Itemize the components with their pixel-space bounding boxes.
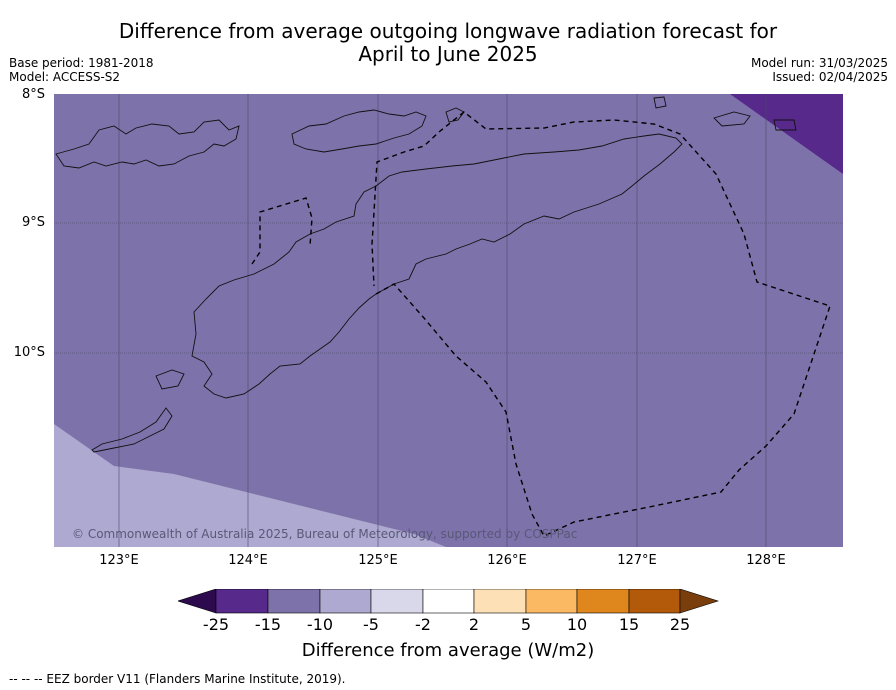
coastlines bbox=[55, 96, 797, 453]
lat-label: 8°S bbox=[21, 87, 45, 102]
map-fill-northeast bbox=[730, 94, 843, 174]
colorbar-tick: -25 bbox=[202, 615, 230, 634]
lon-label: 124°E bbox=[228, 553, 268, 568]
gridlines bbox=[54, 94, 843, 547]
map-panel: © Commonwealth of Australia 2025, Bureau… bbox=[54, 94, 843, 547]
small-island bbox=[773, 119, 797, 131]
small-island bbox=[653, 96, 667, 109]
meta-left: Base period: 1981-2018 Model: ACCESS-S2 bbox=[9, 56, 154, 84]
colorbar-tick: 5 bbox=[520, 615, 532, 634]
wetar-island-coastline bbox=[291, 109, 427, 153]
map-fill-main bbox=[54, 94, 843, 547]
colorbar-arrow-high bbox=[679, 589, 719, 614]
model-name: Model: ACCESS-S2 bbox=[9, 70, 121, 84]
colorbar-tick: -2 bbox=[415, 615, 431, 634]
colorbar bbox=[178, 589, 719, 614]
colorbar-segment bbox=[319, 589, 372, 614]
colorbar-tick: -15 bbox=[254, 615, 282, 634]
copyright-text: © Commonwealth of Australia 2025, Bureau… bbox=[72, 527, 577, 541]
colorbar-segment bbox=[370, 589, 424, 614]
title-line-2: April to June 2025 bbox=[358, 42, 538, 66]
timor-island-coastline bbox=[191, 133, 683, 399]
small-island bbox=[713, 111, 751, 127]
colorbar-segment bbox=[576, 589, 630, 614]
colorbar-tick: -5 bbox=[363, 615, 379, 634]
lon-label: 128°E bbox=[746, 553, 786, 568]
colorbar-tick: 15 bbox=[618, 615, 640, 634]
lon-label: 123°E bbox=[99, 553, 139, 568]
title-line-1: Difference from average outgoing longwav… bbox=[118, 19, 778, 43]
rote-island-coastline bbox=[91, 407, 173, 453]
colorbar-segment bbox=[267, 589, 321, 614]
colorbar-segment bbox=[525, 589, 578, 614]
colorbar-tick: -10 bbox=[306, 615, 334, 634]
map-fill-southwest bbox=[54, 424, 446, 547]
colorbar-segment bbox=[422, 589, 475, 614]
colorbar-tick: 10 bbox=[566, 615, 588, 634]
issued-date: Issued: 02/04/2025 bbox=[772, 70, 888, 84]
colorbar-segment bbox=[473, 589, 527, 614]
lon-label: 127°E bbox=[617, 553, 657, 568]
colorbar-label: Difference from average (W/m2) bbox=[301, 640, 595, 661]
meta-right: Model run: 31/03/2025 Issued: 02/04/2025 bbox=[751, 56, 888, 84]
lat-label: 10°S bbox=[13, 345, 45, 360]
rote-detail bbox=[155, 369, 185, 390]
small-island bbox=[445, 107, 465, 123]
lon-label: 125°E bbox=[358, 553, 398, 568]
map-title: Difference from average outgoing longwav… bbox=[0, 20, 896, 66]
alor-islands-coastline bbox=[55, 119, 240, 169]
colorbar-tick: 2 bbox=[468, 615, 480, 634]
eez-border-oecusse bbox=[251, 197, 313, 265]
base-period: Base period: 1981-2018 bbox=[9, 56, 154, 70]
model-run: Model run: 31/03/2025 bbox=[750, 56, 888, 70]
lat-label: 9°S bbox=[21, 215, 45, 230]
colorbar-arrow-low bbox=[178, 589, 217, 614]
eez-border-line bbox=[371, 111, 831, 537]
lon-label: 126°E bbox=[487, 553, 527, 568]
eez-footnote: -- -- -- EEZ border V11 (Flanders Marine… bbox=[9, 672, 346, 686]
colorbar-segment bbox=[215, 589, 269, 614]
colorbar-tick: 25 bbox=[669, 615, 691, 634]
colorbar-segment bbox=[628, 589, 681, 614]
